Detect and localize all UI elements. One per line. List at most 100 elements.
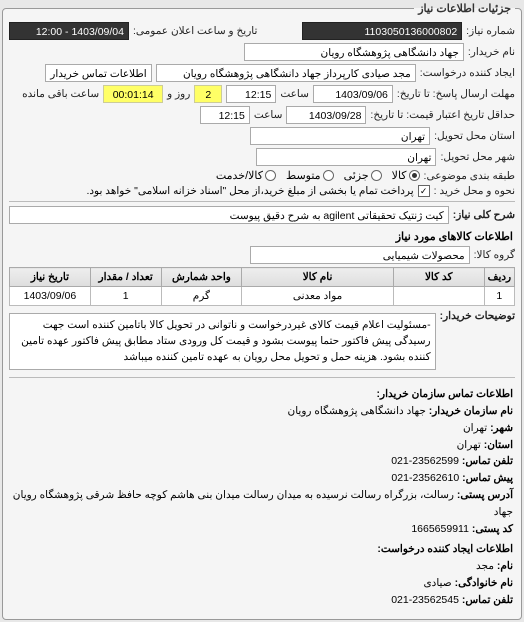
category-radio-group: کالا جزئی متوسط کالا/خدمت — [216, 169, 420, 182]
contact-org-label: نام سازمان خریدار: — [429, 405, 513, 417]
cell-date: 1403/09/06 — [10, 287, 91, 306]
contact-phone: 23562599-021 — [391, 455, 459, 467]
cell-code — [393, 287, 484, 306]
contact-postal-row: کد پستی: 1665659911 — [11, 521, 513, 538]
contact-fax-row: پیش تماس: 23562610-021 — [11, 470, 513, 487]
radio-wage[interactable]: کالا/خدمت — [216, 169, 276, 182]
cell-unit: گرم — [161, 287, 242, 306]
creator-name-row: نام: مجد — [11, 558, 513, 575]
row-deadline: مهلت ارسال پاسخ: تا تاریخ: 1403/09/06 سا… — [9, 85, 515, 103]
goods-group-value: محصولات شیمیایی — [250, 246, 470, 264]
cell-name: مواد معدنی — [242, 287, 394, 306]
table-row[interactable]: 1 مواد معدنی گرم 1 1403/09/06 — [10, 287, 515, 306]
row-goods-group: گروه کالا: محصولات شیمیایی — [9, 246, 515, 264]
contact-phone-label: تلفن تماس: — [462, 455, 513, 467]
row-category: طبقه بندی موضوعی: کالا جزئی متوسط کالا/خ… — [9, 169, 515, 182]
row-buyer-desc: توضیحات خریدار: -مسئولیت اعلام قیمت کالا… — [9, 310, 515, 373]
announce-value: 1403/09/04 - 12:00 — [9, 22, 129, 40]
city-label: شهر محل تحویل: — [440, 151, 515, 163]
creator-tel: 23562545-021 — [391, 594, 459, 606]
radio-goods[interactable]: کالا — [392, 169, 420, 182]
cell-qty: 1 — [90, 287, 161, 306]
creator-name: مجد — [476, 560, 494, 572]
row-city: شهر محل تحویل: تهران — [9, 148, 515, 166]
deadline-date: 1403/09/06 — [313, 85, 393, 103]
deadline-label: مهلت ارسال پاسخ: تا تاریخ: — [397, 88, 515, 100]
col-code: کد کالا — [393, 268, 484, 287]
items-section-title: اطلاعات کالاهای مورد نیاز — [11, 230, 513, 243]
buyer-contact-button[interactable]: اطلاعات تماس خریدار — [45, 64, 151, 82]
separator — [9, 201, 515, 202]
purchase-note-label: نحوه و محل خرید : — [434, 185, 515, 197]
creator-value: مجد صیادی کارپرداز جهاد دانشگاهی پژوهشگا… — [156, 64, 416, 82]
goods-group-label: گروه کالا: — [474, 249, 515, 261]
contact-address: رسالت، بزرگراه رسالت نرسیده به میدان رسا… — [13, 489, 513, 518]
details-panel: جزئیات اطلاعات نیاز شماره نیاز: 11030501… — [2, 2, 522, 620]
contact-section-title: اطلاعات تماس سازمان خریدار: — [11, 386, 513, 403]
contact-postal: 1665659911 — [411, 523, 469, 535]
contact-fax: 23562610-021 — [391, 472, 459, 484]
buyer-name-label: نام خریدار: — [468, 46, 515, 58]
contact-org: جهاد دانشگاهی پژوهشگاه رویان — [288, 405, 426, 417]
creator-tel-label: تلفن تماس: — [462, 594, 513, 606]
creator-family-label: نام خانوادگی: — [455, 577, 513, 589]
buyer-name-value: جهاد دانشگاهی پژوهشگاه رویان — [244, 43, 464, 61]
radio-icon — [265, 170, 276, 181]
province-label: استان محل تحویل: — [434, 130, 515, 142]
contact-city-row: شهر: تهران — [11, 420, 513, 437]
items-table: ردیف کد کالا نام کالا واحد شمارش تعداد /… — [9, 267, 515, 306]
contact-province-row: استان: تهران — [11, 437, 513, 454]
row-summary: شرح کلی نیاز: کیت ژنتیک تحقیقاتی agilent… — [9, 206, 515, 224]
row-purchase-note: نحوه و محل خرید : ✓ پرداخت تمام یا بخشی … — [9, 185, 515, 197]
deadline-time-label: ساعت — [280, 88, 309, 100]
row-province: استان محل تحویل: تهران — [9, 127, 515, 145]
radio-icon — [323, 170, 334, 181]
summary-value: کیت ژنتیک تحقیقاتی agilent به شرح دقیق پ… — [9, 206, 449, 224]
remain-time: 00:01:14 — [103, 85, 163, 103]
col-date: تاریخ نیاز — [10, 268, 91, 287]
contact-fax-label: پیش تماس: — [462, 472, 513, 484]
radio-wage-label: کالا/خدمت — [216, 169, 263, 182]
col-name: نام کالا — [242, 268, 394, 287]
validity-label: حداقل تاریخ اعتبار قیمت: تا تاریخ: — [370, 109, 515, 121]
announce-label: تاریخ و ساعت اعلان عمومی: — [133, 25, 257, 37]
city-value: تهران — [256, 148, 436, 166]
creator-name-label: نام: — [497, 560, 513, 572]
purchase-note-text: پرداخت تمام یا بخشی از مبلغ خرید،از محل … — [86, 185, 413, 197]
radio-icon — [409, 170, 420, 181]
contact-phone-row: تلفن تماس: 23562599-021 — [11, 453, 513, 470]
remain-days-label: روز و — [167, 88, 190, 100]
contact-block: اطلاعات تماس سازمان خریدار: نام سازمان خ… — [9, 382, 515, 612]
separator — [9, 377, 515, 378]
purchase-checkbox[interactable]: ✓ — [418, 185, 430, 197]
radio-goods-label: کالا — [392, 169, 407, 182]
radio-medium[interactable]: متوسط — [286, 169, 334, 182]
row-validity: حداقل تاریخ اعتبار قیمت: تا تاریخ: 1403/… — [9, 106, 515, 124]
row-creator: ایجاد کننده درخواست: مجد صیادی کارپرداز … — [9, 64, 515, 82]
creator-tel-row: تلفن تماس: 23562545-021 — [11, 592, 513, 609]
validity-time-label: ساعت — [254, 109, 283, 121]
radio-partial[interactable]: جزئی — [344, 169, 382, 182]
contact-org-row: نام سازمان خریدار: جهاد دانشگاهی پژوهشگا… — [11, 403, 513, 420]
remain-suffix: ساعت باقی مانده — [22, 88, 99, 100]
radio-icon — [371, 170, 382, 181]
summary-label: شرح کلی نیاز: — [453, 209, 515, 221]
contact-province: تهران — [457, 439, 481, 451]
table-header-row: ردیف کد کالا نام کالا واحد شمارش تعداد /… — [10, 268, 515, 287]
radio-partial-label: جزئی — [344, 169, 369, 182]
col-qty: تعداد / مقدار — [90, 268, 161, 287]
request-no-value: 1103050136000802 — [302, 22, 462, 40]
creator-family: صیادی — [423, 577, 451, 589]
buyer-desc-text: -مسئولیت اعلام قیمت کالای غیردرخواست و ن… — [9, 313, 436, 370]
contact-address-row: آدرس پستی: رسالت، بزرگراه رسالت نرسیده ب… — [11, 487, 513, 521]
contact-postal-label: کد پستی: — [472, 523, 513, 535]
cell-index: 1 — [484, 287, 514, 306]
request-no-label: شماره نیاز: — [466, 25, 515, 37]
buyer-desc-label: توضیحات خریدار: — [440, 310, 515, 322]
category-label: طبقه بندی موضوعی: — [424, 170, 515, 182]
col-unit: واحد شمارش — [161, 268, 242, 287]
remain-days: 2 — [194, 85, 222, 103]
row-buyer-name: نام خریدار: جهاد دانشگاهی پژوهشگاه رویان — [9, 43, 515, 61]
validity-time: 12:15 — [200, 106, 250, 124]
creator-label: ایجاد کننده درخواست: — [420, 67, 515, 79]
